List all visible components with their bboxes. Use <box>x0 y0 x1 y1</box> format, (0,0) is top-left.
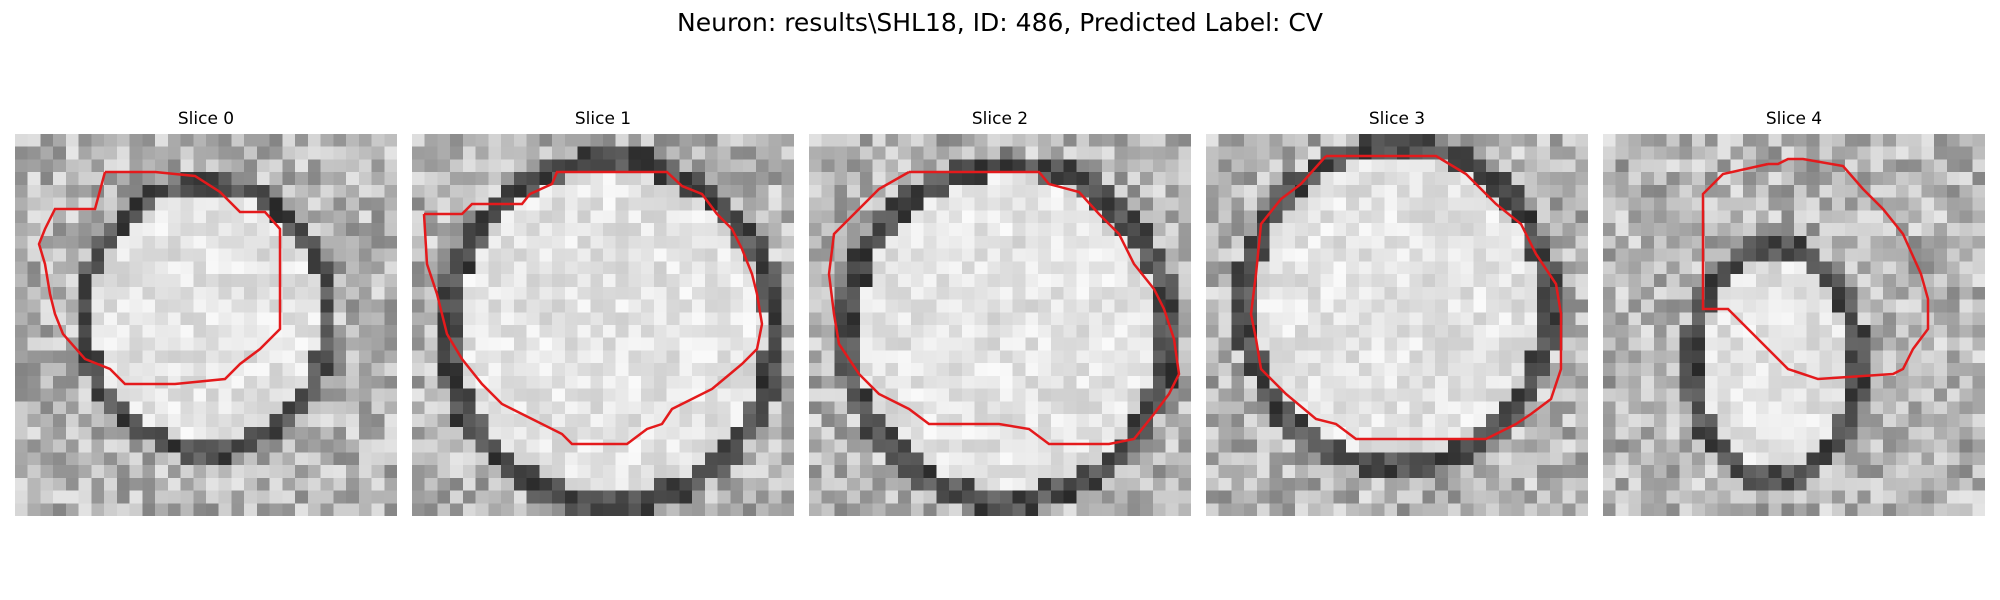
slice-title-0: Slice 0 <box>177 109 235 129</box>
figure-title: Neuron: results\SHL18, ID: 486, Predicte… <box>677 8 1323 37</box>
slice-texture-4 <box>1603 134 1985 516</box>
slice-outline-2 <box>827 170 1181 446</box>
slice-outline-1 <box>422 170 764 446</box>
slice-image-1 <box>412 134 794 516</box>
slice-image-0 <box>15 134 397 516</box>
slice-title-2: Slice 2 <box>971 109 1029 129</box>
slice-image-3 <box>1206 134 1588 516</box>
slice-texture-2 <box>809 134 1191 516</box>
slice-outline-4 <box>1701 157 1930 381</box>
slice-outline-3 <box>1249 154 1563 441</box>
slice-title-1: Slice 1 <box>574 109 632 129</box>
slice-image-4 <box>1603 134 1985 516</box>
slice-title-4: Slice 4 <box>1765 109 1823 129</box>
slice-image-2 <box>809 134 1191 516</box>
slice-outline-0 <box>37 170 282 386</box>
slice-texture-1 <box>412 134 794 516</box>
slice-title-3: Slice 3 <box>1368 109 1426 129</box>
slice-texture-0 <box>15 134 397 516</box>
slice-texture-3 <box>1206 134 1588 516</box>
